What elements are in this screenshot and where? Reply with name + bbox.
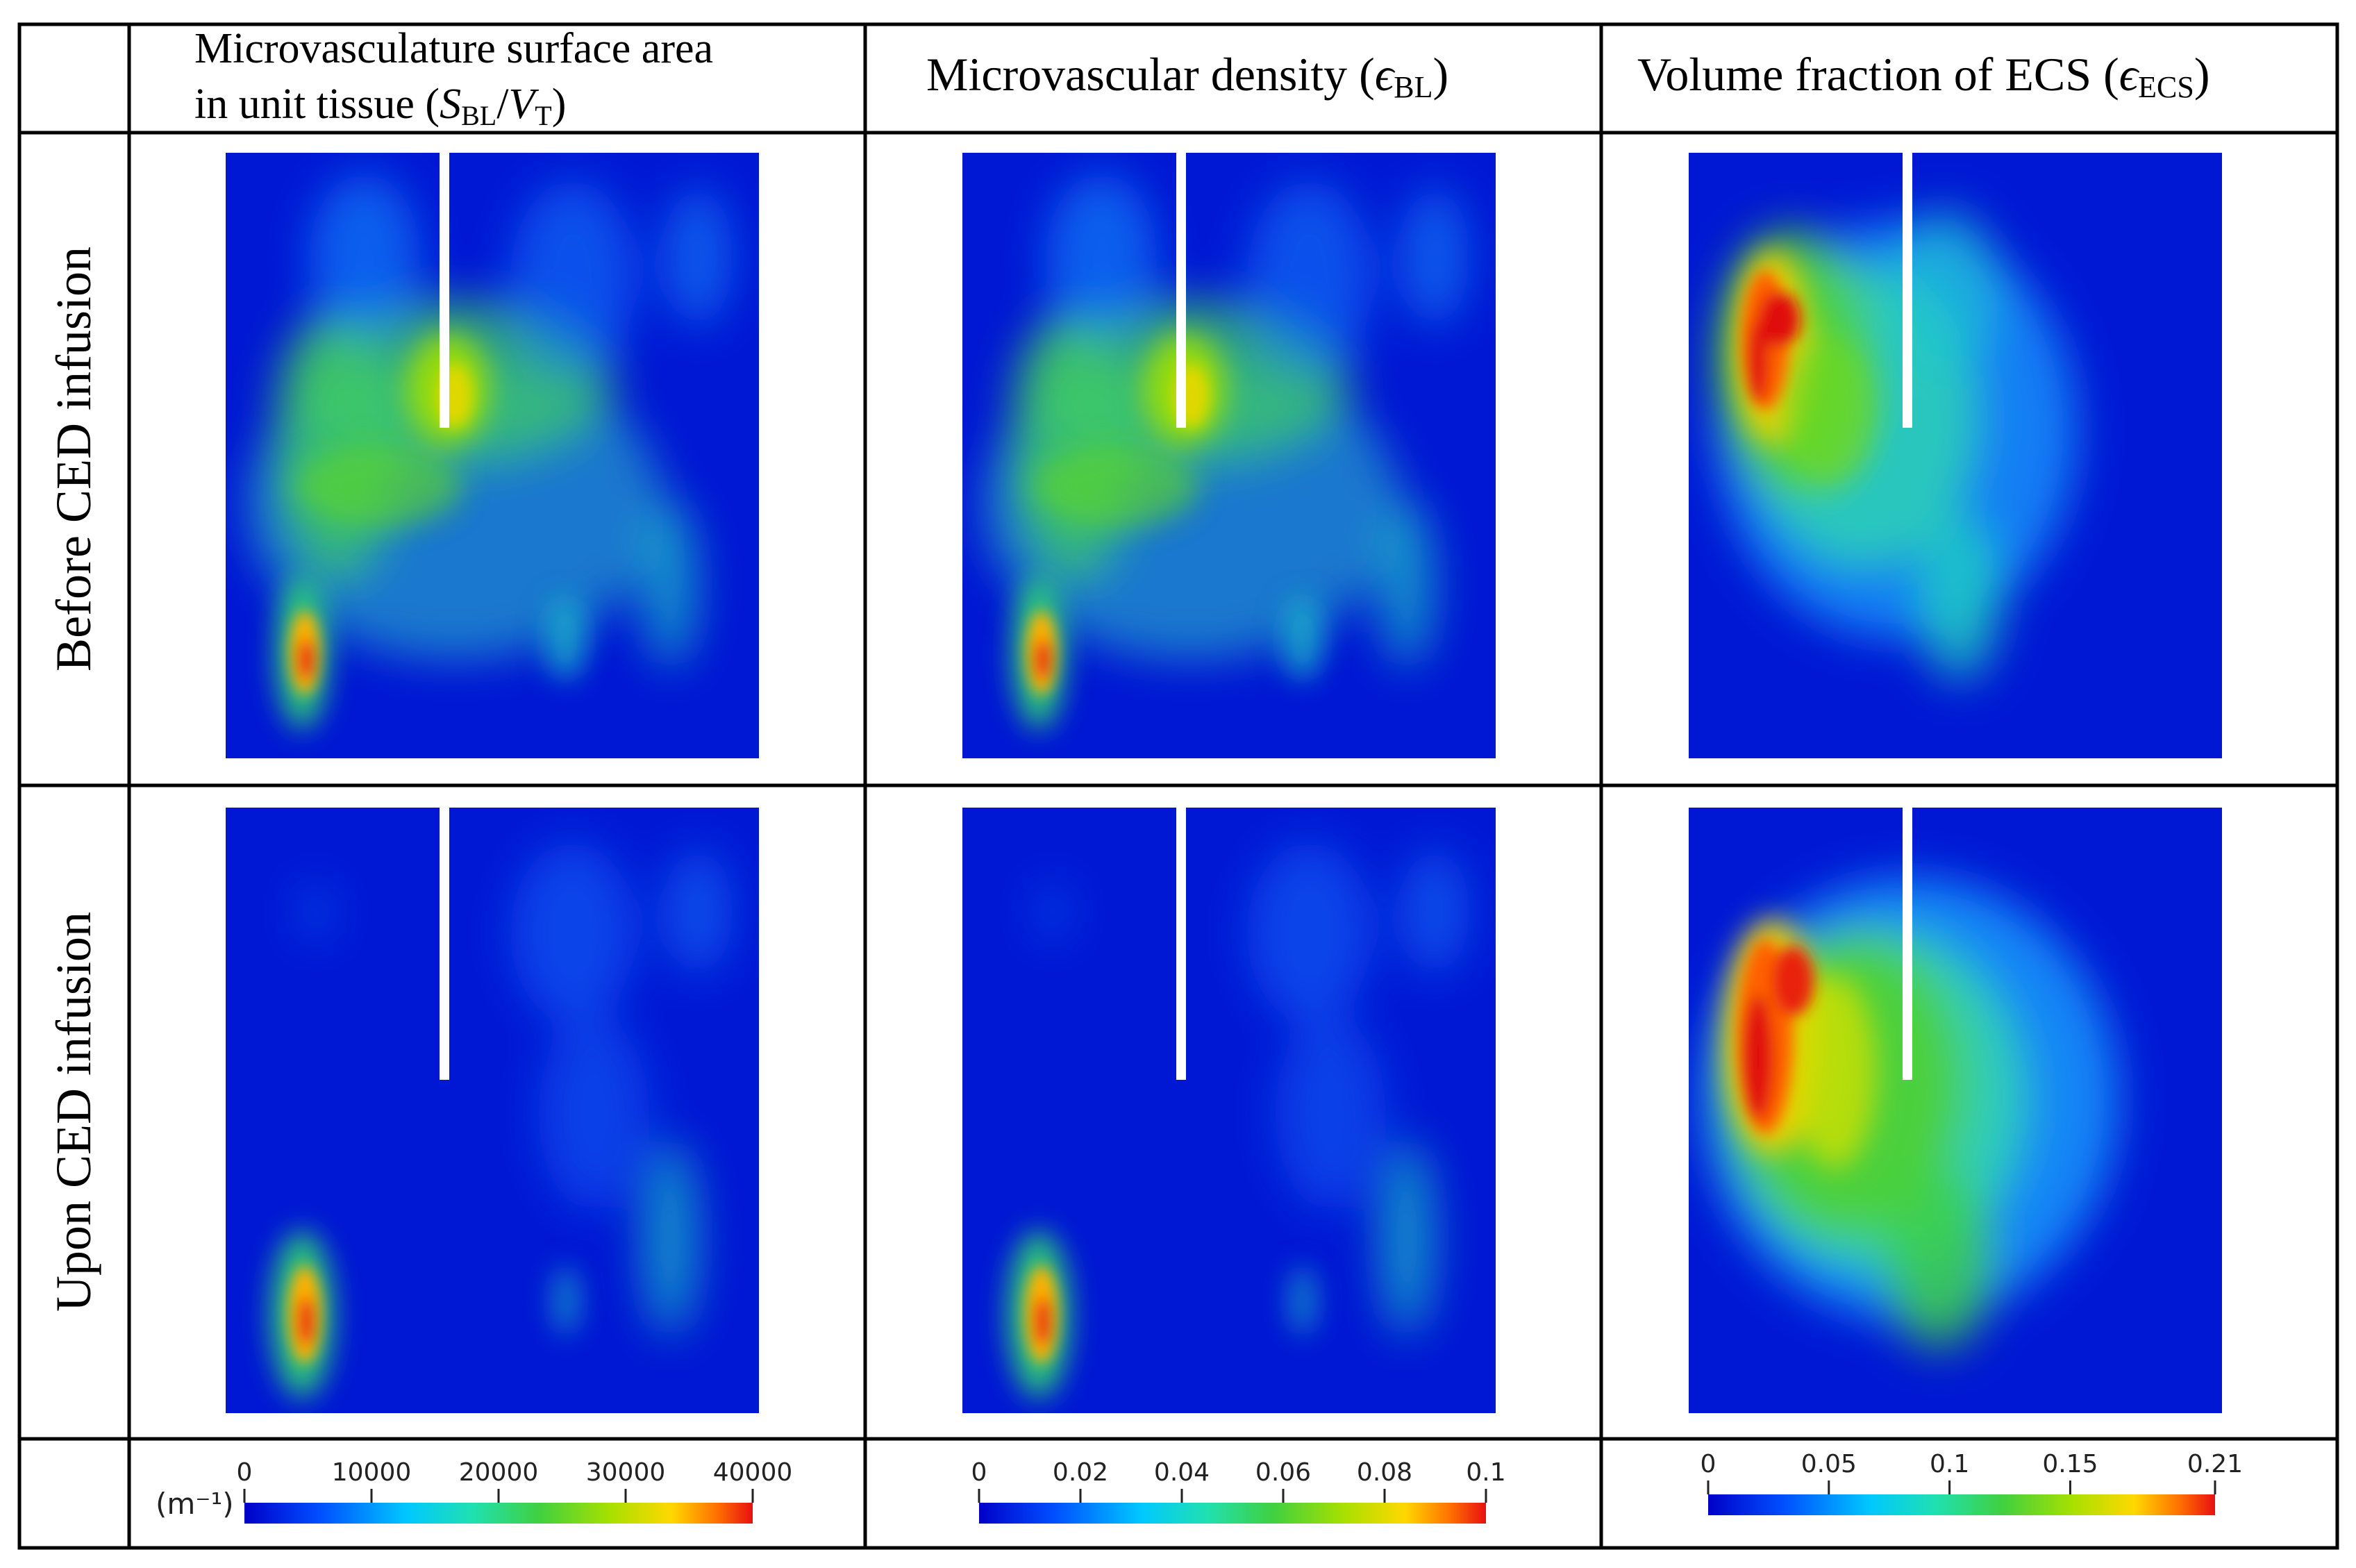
needle	[1903, 153, 1912, 428]
colorbar-2-ticks: 0 0.02 0.04 0.06 0.08 0.1	[971, 1458, 1506, 1503]
column-header-3: Volume fraction of ECS (ϵECS)	[1637, 48, 2210, 104]
colorbar-density: 0 0.02 0.04 0.06 0.08 0.1	[971, 1458, 1506, 1524]
svg-text:Microvascular density (ϵBL): Microvascular density (ϵBL)	[926, 48, 1448, 104]
heatmap-before-surface-area	[226, 153, 759, 758]
row-label-upon: Upon CED infusion	[46, 912, 101, 1312]
header-3-sub: ECS	[2138, 70, 2194, 104]
colorbar-3-ticks: 0 0.05 0.1 0.15 0.21	[1701, 1450, 2243, 1494]
heatmap-upon-ecs	[1689, 808, 2222, 1413]
colorbar-tick-label: 0	[1701, 1450, 1716, 1478]
colorbar-tick-label: 0.06	[1255, 1458, 1311, 1487]
header-2-sub: BL	[1394, 70, 1432, 104]
colorbar-1-unit: (m⁻¹)	[156, 1487, 234, 1521]
header-2-prefix: Microvascular density (	[926, 48, 1375, 101]
colorbar-tick-label: 20000	[459, 1458, 539, 1487]
needle	[1903, 808, 1912, 1080]
colorbar-tick-label: 30000	[586, 1458, 666, 1487]
header-2-close: )	[1432, 48, 1448, 101]
header-1-sub-bl: BL	[461, 100, 496, 131]
colorbar-surface-area: (m⁻¹) 0 10000 20000 30000 40000	[156, 1458, 792, 1524]
colorbar-tick-label: 0.21	[2187, 1450, 2243, 1478]
colorbar-tick-label: 40000	[713, 1458, 793, 1487]
colorbar-tick-label: 0.1	[1466, 1458, 1505, 1487]
colorbar-3-gradient	[1708, 1494, 2215, 1515]
header-1-symbol-s: S	[440, 81, 461, 128]
colorbar-tick-label: 0.08	[1357, 1458, 1412, 1487]
table-grid	[17, 22, 2339, 1550]
header-2-symbol: ϵ	[1375, 48, 1396, 101]
colorbar-2-gradient	[979, 1503, 1486, 1524]
header-1-line2-prefix: in unit tissue (	[194, 81, 440, 128]
header-1-symbol-v: V	[508, 81, 539, 128]
colorbar-tick-label: 0	[971, 1458, 987, 1487]
colorbar-tick-label: 0.05	[1801, 1450, 1857, 1478]
needle	[440, 153, 449, 428]
heatmap-upon-density	[962, 808, 1496, 1413]
needle	[440, 808, 449, 1080]
svg-text:in unit tissue (SBL/VT): in unit tissue (SBL/VT)	[194, 81, 566, 131]
column-header-1: Microvasculature surface area in unit ti…	[194, 25, 713, 131]
colorbar-tick-label: 0.04	[1154, 1458, 1210, 1487]
colorbar-1-gradient	[244, 1503, 753, 1524]
colorbar-tick-label: 0	[237, 1458, 253, 1487]
needle	[1176, 808, 1186, 1080]
heatmap-upon-surface-area	[226, 808, 759, 1413]
header-1-sub-t: T	[535, 100, 551, 131]
column-header-2: Microvascular density (ϵBL)	[926, 48, 1448, 104]
colorbar-tick-label: 0.02	[1053, 1458, 1108, 1487]
colorbar-ecs: 0 0.05 0.1 0.15 0.21	[1701, 1450, 2243, 1515]
svg-text:Microvasculature surface area: Microvasculature surface area	[194, 25, 713, 72]
colorbar-tick-label: 0.15	[2042, 1450, 2098, 1478]
heatmap-before-ecs	[1689, 153, 2222, 758]
header-1-slash: /	[496, 81, 509, 128]
header-1-close: )	[552, 81, 567, 128]
header-3-close: )	[2194, 48, 2210, 101]
header-3-symbol: ϵ	[2119, 48, 2140, 101]
heatmap-before-density	[962, 153, 1496, 758]
colorbar-tick-label: 10000	[332, 1458, 412, 1487]
header-1-line1: Microvasculature surface area	[194, 25, 713, 72]
row-label-before: Before CED infusion	[46, 247, 101, 672]
colorbar-1-ticks: 0 10000 20000 30000 40000	[237, 1458, 793, 1503]
needle	[1176, 153, 1186, 428]
colorbar-tick-label: 0.1	[1930, 1450, 1969, 1478]
header-3-prefix: Volume fraction of ECS (	[1637, 48, 2119, 101]
svg-text:Volume fraction of ECS (ϵECS): Volume fraction of ECS (ϵECS)	[1637, 48, 2210, 104]
